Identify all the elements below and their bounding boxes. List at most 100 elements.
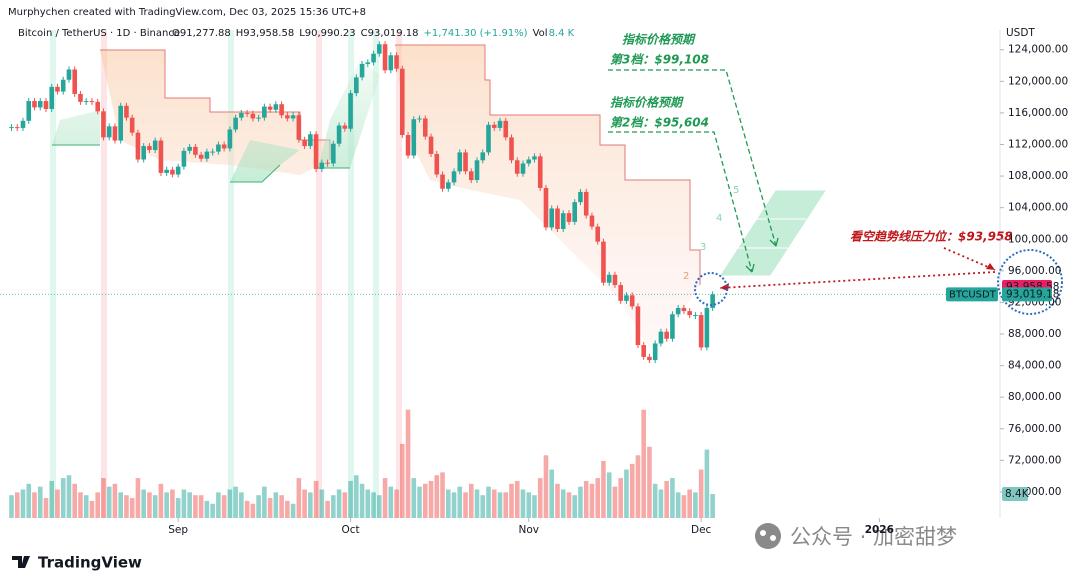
candle-body	[101, 111, 106, 138]
candle-body	[388, 55, 394, 71]
candle-body	[170, 169, 175, 175]
volume-bar	[49, 480, 55, 518]
volume-bar	[658, 489, 664, 518]
volume-bar	[652, 483, 658, 518]
candle-body	[457, 152, 463, 172]
volume-bar	[428, 480, 434, 518]
volume-bar	[66, 475, 72, 518]
volume-bar	[302, 489, 307, 518]
volume-bar	[198, 495, 204, 518]
volume-bar	[411, 478, 417, 518]
candle-body	[187, 146, 192, 151]
wave-label: 5	[733, 185, 739, 196]
y-tick-label: 104,000.00	[1008, 202, 1068, 214]
candle-body	[308, 134, 313, 147]
candle-body	[342, 125, 348, 129]
candle-body	[606, 274, 612, 283]
candle-body	[491, 124, 497, 128]
candle-body	[377, 44, 382, 54]
volume-bar	[371, 492, 376, 518]
candle-body	[49, 86, 55, 109]
volume-bar	[606, 472, 612, 518]
volume-bar	[629, 463, 635, 518]
candle-body	[514, 160, 520, 174]
y-tick-label: 108,000.00	[1008, 170, 1068, 182]
candle-body	[273, 104, 279, 110]
candle-body	[181, 150, 187, 167]
candle-body	[451, 171, 457, 183]
candle-body	[641, 345, 646, 357]
wave-label: 4	[716, 213, 722, 224]
candle-body	[560, 213, 566, 229]
candle-body	[675, 307, 681, 315]
candle-body	[635, 306, 641, 346]
y-tick-label: 76,000.00	[1008, 423, 1061, 435]
candle-body	[319, 162, 325, 169]
candle-body	[89, 101, 95, 103]
candle-body	[417, 118, 422, 120]
candle-body	[204, 151, 210, 159]
candle-body	[687, 311, 692, 316]
candle-body	[72, 69, 78, 94]
volume-bar	[221, 495, 227, 518]
candle-body	[704, 307, 710, 348]
candle-body	[302, 139, 307, 147]
candle-body	[106, 126, 112, 138]
volume-bar	[670, 478, 675, 518]
watermark-text: 公众号 · 加密甜梦	[790, 525, 957, 549]
volume-bar	[279, 495, 284, 518]
annotation: 第2档：$95,604	[610, 116, 709, 130]
volume-bar	[118, 492, 123, 518]
volume-bar	[348, 480, 353, 518]
volume-bar	[451, 492, 457, 518]
candle-body	[468, 171, 474, 181]
trend-stop-line	[100, 44, 701, 285]
volume-bar	[175, 498, 181, 518]
volume-bar	[422, 483, 428, 518]
volume-bar	[710, 494, 715, 518]
candle-body	[520, 163, 526, 174]
x-tick-label: Oct	[341, 524, 359, 536]
volume-bar	[457, 486, 463, 518]
candle-body	[124, 105, 129, 118]
volume-bar	[308, 492, 313, 518]
volume-bar	[555, 483, 560, 518]
y-tick-label: 100,000.00	[1008, 233, 1068, 245]
candle-body	[486, 124, 491, 153]
volume-bar	[537, 478, 543, 518]
volume-bar	[693, 492, 698, 518]
logo-text: TradingView	[38, 554, 142, 572]
watermark: 公众号 · 加密甜梦	[755, 523, 957, 549]
candle-body	[589, 215, 595, 227]
x-tick-label: Sep	[168, 524, 188, 536]
candle-body	[405, 135, 411, 156]
candle-body	[400, 68, 405, 136]
candle-body	[158, 140, 164, 173]
volume-bar	[101, 478, 106, 518]
volume-bar	[526, 492, 532, 518]
candle-body	[681, 307, 687, 312]
volume-bar	[273, 492, 279, 518]
volume-bar	[365, 489, 371, 518]
candle-body	[325, 162, 330, 164]
candle-body	[141, 146, 146, 160]
wave-label: 3	[700, 242, 706, 253]
volume-bar	[681, 495, 687, 518]
x-tick-label: 2026	[865, 524, 894, 536]
volume-bar	[112, 483, 118, 518]
volume-bar	[595, 478, 600, 518]
volume-bar	[497, 492, 503, 518]
candle-body	[422, 118, 428, 137]
trend-cloud	[100, 45, 700, 350]
candle-body	[566, 213, 572, 222]
volume-bar	[405, 409, 411, 518]
candle-body	[624, 295, 629, 301]
candle-body	[193, 146, 198, 155]
volume-bar	[612, 486, 618, 518]
highlight-bands	[50, 30, 402, 518]
volume-bar	[244, 500, 250, 518]
volume-bar	[141, 489, 146, 518]
volume-bar	[124, 495, 129, 518]
y-tick-label: 72,000.00	[1008, 454, 1061, 466]
